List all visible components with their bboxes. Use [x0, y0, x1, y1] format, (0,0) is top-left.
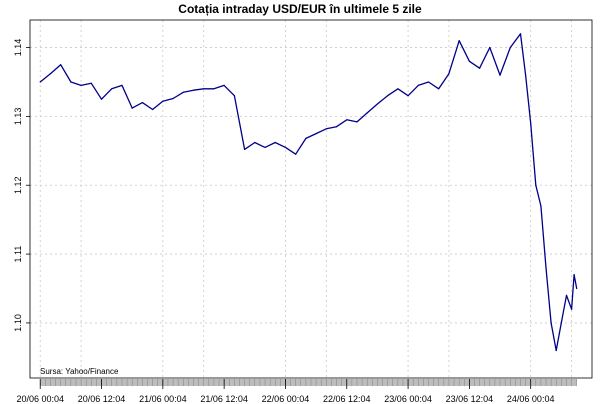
data-point	[427, 81, 430, 83]
data-point	[346, 119, 348, 121]
data-point	[254, 141, 256, 144]
data-point	[519, 33, 522, 35]
data-point	[172, 97, 174, 100]
data-point	[479, 67, 481, 69]
data-point	[192, 89, 195, 91]
data-point	[335, 126, 338, 128]
data-point	[555, 349, 557, 352]
x-tick-label: 20/06 00:04	[16, 394, 64, 404]
data-point	[545, 267, 547, 269]
data-point	[315, 133, 317, 135]
x-tick-label: 22/06 12:04	[323, 394, 371, 404]
data-point	[131, 107, 133, 109]
data-point	[540, 205, 542, 207]
y-tick-label: 1.14	[13, 39, 23, 57]
data-point	[535, 184, 537, 186]
series-line	[39, 33, 578, 352]
source-note: Sursa: Yahoo/Finance	[40, 367, 119, 376]
plot-area	[29, 19, 593, 379]
chart-title: Cotația intraday USD/EUR în ultimele 5 z…	[178, 2, 422, 16]
x-tick-label: 21/06 12:04	[200, 394, 248, 404]
data-point	[550, 322, 552, 324]
data-point	[90, 82, 92, 84]
x-axis-timeline-bar	[40, 379, 577, 386]
data-point	[565, 294, 568, 296]
data-point	[233, 95, 235, 97]
data-point	[366, 112, 368, 114]
data-point	[121, 84, 123, 86]
data-point	[182, 91, 184, 93]
y-tick-label: 1.12	[13, 176, 23, 194]
data-point	[530, 122, 532, 124]
x-tick-label: 21/06 00:04	[139, 394, 187, 404]
data-point	[141, 102, 143, 104]
data-point	[458, 40, 460, 42]
data-point	[39, 81, 41, 83]
data-point	[100, 98, 103, 100]
data-point	[573, 274, 575, 276]
data-point	[152, 108, 154, 111]
data-point	[407, 95, 409, 97]
x-tick-label: 23/06 00:04	[384, 394, 432, 404]
data-point	[356, 121, 358, 123]
data-point	[576, 287, 578, 290]
data-point	[162, 100, 164, 102]
data-point	[571, 308, 573, 310]
data-point	[387, 95, 389, 97]
gridlines	[30, 20, 592, 378]
data-point	[525, 74, 527, 76]
x-tick-label: 20/06 12:04	[78, 394, 126, 404]
data-point	[284, 146, 287, 148]
data-point	[376, 103, 378, 105]
data-point	[560, 322, 562, 324]
y-axis: 1.10 1.11 1.12 1.13 1.14	[13, 39, 30, 332]
data-point	[49, 73, 52, 75]
data-point	[274, 141, 276, 144]
plot-frame	[29, 19, 593, 379]
data-point	[264, 146, 266, 148]
data-point	[489, 46, 491, 49]
x-axis: 20/06 00:04 20/06 12:04 21/06 00:04 21/06 1…	[16, 379, 577, 404]
data-point	[397, 88, 399, 90]
x-tick-label: 22/06 00:04	[262, 394, 310, 404]
data-point	[213, 88, 215, 90]
y-tick-label: 1.13	[13, 108, 23, 126]
x-tick-label: 23/06 12:04	[446, 394, 494, 404]
data-point	[203, 88, 205, 90]
data-point	[223, 84, 225, 86]
data-point	[295, 153, 297, 155]
data-point	[60, 64, 62, 66]
data-point	[417, 84, 419, 86]
data-point	[305, 137, 307, 139]
data-point	[111, 88, 113, 90]
data-point	[70, 81, 72, 83]
data-point	[468, 60, 470, 62]
x-tick-label: 24/06 00:04	[507, 394, 555, 404]
data-point	[499, 74, 501, 76]
y-tick-label: 1.10	[13, 314, 23, 332]
data-point	[448, 73, 450, 75]
data-point	[509, 46, 511, 49]
data-point	[438, 88, 440, 90]
data-point	[244, 148, 246, 150]
data-point	[325, 128, 327, 130]
data-point	[80, 84, 82, 86]
y-tick-label: 1.11	[13, 246, 23, 263]
